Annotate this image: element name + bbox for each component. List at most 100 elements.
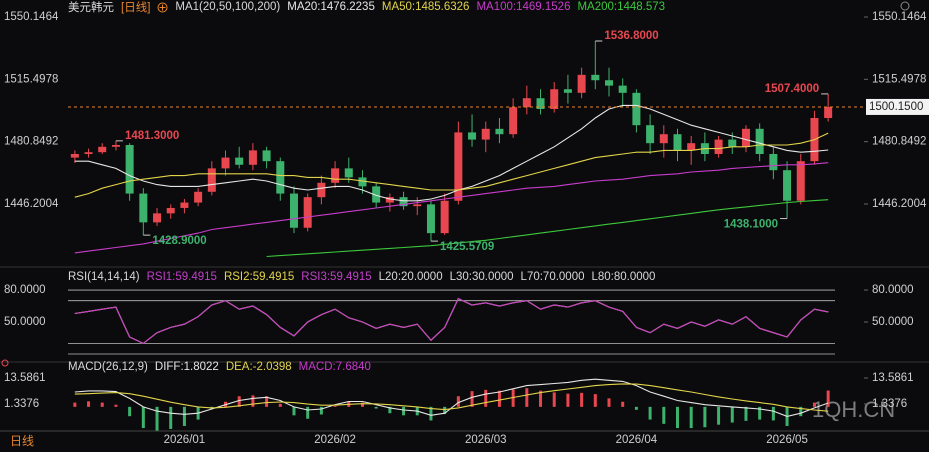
period-button[interactable]: 日线 [10, 434, 34, 448]
macd-bar [812, 402, 816, 407]
candle-body [426, 204, 435, 234]
macd-bar [265, 396, 269, 407]
y-tick-label: 1550.1464 [4, 11, 59, 23]
macd-bar [580, 392, 584, 407]
rsi-header: RSI(14,14,14) RSI1:59.4915 RSI2:59.4915 RS… [68, 270, 655, 284]
y-tick-label: 50.0000 [4, 316, 46, 328]
candle-body [84, 152, 93, 154]
macd-bar [511, 389, 515, 407]
x-tick-label: 2026/04 [616, 434, 658, 446]
candle-body [317, 182, 326, 198]
legend-item: RSI3:59.4915 [301, 271, 372, 283]
macd-bar [251, 395, 255, 407]
y-tick-label: 80.0000 [4, 284, 46, 296]
macd-bar [360, 402, 364, 407]
candle-body [399, 197, 408, 207]
macd-bar [758, 406, 762, 420]
legend-item: DIFF:1.8022 [154, 361, 219, 373]
annotation-label: 1438.1000 [724, 219, 778, 231]
candle-body [344, 168, 353, 178]
macd-bar [689, 406, 693, 429]
x-tick-label: 2026/03 [465, 434, 507, 446]
candle-body [276, 161, 285, 194]
macd-bar [128, 406, 132, 417]
macd-bar [306, 406, 310, 419]
macd-bar [552, 392, 556, 407]
candle-body [98, 146, 107, 153]
legend-item: DEA:-2.0398 [225, 361, 292, 373]
macd-bar [374, 406, 378, 409]
macd-bar [87, 401, 91, 407]
icon[interactable] [900, 1, 910, 11]
icon [1, 359, 9, 367]
legend-item: MA100:1469.1526 [476, 1, 571, 13]
legend-item: L20:20.0000 [378, 271, 443, 283]
candle-body [235, 157, 244, 165]
macd-bar [525, 388, 529, 407]
macd-bar [799, 406, 803, 417]
candle-body [440, 200, 449, 234]
macd-bar [155, 406, 159, 431]
macd-bar [539, 390, 543, 407]
legend-item: MA20:1476.2235 [287, 1, 375, 13]
macd-bar [100, 402, 104, 407]
candle-body [166, 207, 175, 214]
legend-item: RSI2:59.4915 [223, 271, 295, 283]
macd-bar [319, 406, 323, 415]
macd-bar [662, 406, 666, 424]
candle-body [632, 92, 641, 126]
candle-body [139, 193, 148, 223]
candle-body [769, 153, 778, 171]
instrument-title: 美元韩元 [68, 2, 114, 14]
y-tick-label: 1515.4978 [872, 73, 926, 85]
annotation-label: 1536.8000 [604, 30, 658, 42]
y-tick-label: 1550.1464 [872, 11, 927, 23]
candle-body [481, 128, 490, 140]
candle-body [550, 89, 559, 110]
y-tick-label: 13.5861 [872, 372, 914, 384]
candle-body [372, 186, 381, 203]
candle-body [796, 161, 805, 201]
candle-body [194, 191, 203, 203]
macd-bar [634, 406, 638, 410]
macd-bar [182, 406, 186, 426]
legend-item: MA50:1485.6326 [381, 1, 470, 13]
y-tick-label: 1480.8492 [4, 136, 58, 148]
candle-body [207, 168, 216, 192]
macd-bar [292, 406, 296, 416]
icon[interactable] [157, 2, 168, 13]
candle-body [111, 144, 120, 147]
macd-header: MACD(26,12,9) DIFF:1.8022 DEA:-2.0398 MACD… [68, 360, 371, 374]
candle-body [741, 128, 750, 147]
macd-bar [237, 396, 241, 407]
macd-bar [484, 389, 488, 407]
legend-item: L30:30.0000 [449, 271, 514, 283]
candle-body [605, 80, 614, 86]
candle-body [454, 132, 463, 201]
macd-bar [497, 390, 501, 407]
macd-line [74, 378, 829, 417]
macd-bar [703, 406, 707, 428]
legend-title: MA1(20,50,100,200) [175, 1, 281, 13]
macd-bar [675, 406, 679, 429]
candle-body [755, 128, 764, 154]
period-label[interactable]: [日线] [121, 2, 151, 14]
candle-body [70, 153, 79, 158]
candle-body [262, 150, 271, 162]
x-tick-label: 2026/02 [314, 434, 356, 446]
candle-body [536, 98, 545, 110]
candle-body [728, 139, 737, 147]
macd-bar [278, 403, 282, 407]
candle-body [289, 193, 298, 228]
panel-title: MACD(26,12,9) [68, 361, 148, 373]
candle-body [153, 213, 162, 223]
x-tick-label: 2026/05 [766, 434, 808, 446]
x-tick-label: 2026/01 [164, 434, 206, 446]
annotation-label: 1428.9000 [152, 235, 206, 247]
macd-bar [429, 406, 433, 421]
y-tick-label: 13.5861 [4, 372, 46, 384]
ma-line [74, 104, 829, 202]
macd-bar [621, 401, 625, 407]
macd-bar [730, 406, 734, 423]
candle-body [468, 132, 477, 140]
